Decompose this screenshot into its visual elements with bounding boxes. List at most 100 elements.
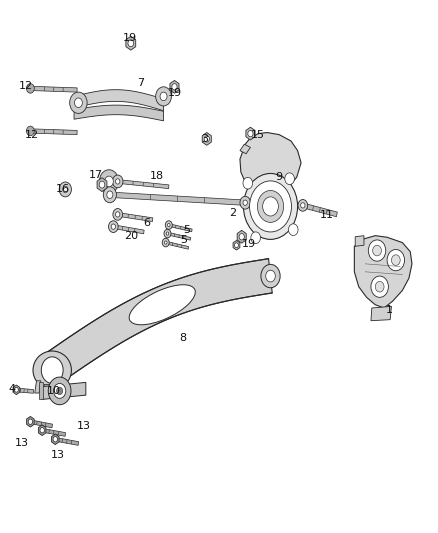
Text: 18: 18 xyxy=(150,171,164,181)
Text: 12: 12 xyxy=(19,81,33,91)
Polygon shape xyxy=(110,192,245,205)
Text: 9: 9 xyxy=(276,172,283,182)
Circle shape xyxy=(99,169,119,193)
Text: 17: 17 xyxy=(89,170,103,180)
Text: 16: 16 xyxy=(56,184,70,194)
Text: 19: 19 xyxy=(123,33,137,43)
Circle shape xyxy=(285,173,294,184)
Polygon shape xyxy=(246,127,255,140)
Circle shape xyxy=(204,136,209,142)
Polygon shape xyxy=(52,434,59,445)
Text: 5: 5 xyxy=(183,225,190,236)
Circle shape xyxy=(116,212,120,217)
Polygon shape xyxy=(30,129,77,135)
Circle shape xyxy=(57,387,63,394)
Polygon shape xyxy=(27,416,34,427)
Circle shape xyxy=(266,270,276,282)
Polygon shape xyxy=(240,144,251,154)
Circle shape xyxy=(116,179,120,184)
Text: 13: 13 xyxy=(50,450,64,460)
Circle shape xyxy=(298,199,307,211)
Circle shape xyxy=(289,224,298,236)
Polygon shape xyxy=(35,381,41,393)
Circle shape xyxy=(40,427,44,433)
Circle shape xyxy=(172,84,177,90)
Polygon shape xyxy=(355,236,364,246)
Circle shape xyxy=(113,175,123,188)
Polygon shape xyxy=(113,225,144,234)
Polygon shape xyxy=(371,306,392,321)
Polygon shape xyxy=(117,180,169,189)
Circle shape xyxy=(160,92,167,101)
Circle shape xyxy=(165,221,172,229)
Circle shape xyxy=(26,84,34,93)
Polygon shape xyxy=(42,382,86,399)
Polygon shape xyxy=(14,388,34,393)
Circle shape xyxy=(155,87,171,106)
Text: 6: 6 xyxy=(144,218,151,228)
Polygon shape xyxy=(30,86,77,92)
Polygon shape xyxy=(45,259,272,384)
Polygon shape xyxy=(13,385,20,394)
Circle shape xyxy=(392,255,400,265)
Circle shape xyxy=(99,181,105,188)
Circle shape xyxy=(105,176,113,187)
Polygon shape xyxy=(166,241,189,249)
Polygon shape xyxy=(39,382,43,399)
Polygon shape xyxy=(237,230,246,243)
Polygon shape xyxy=(30,420,53,428)
Text: 2: 2 xyxy=(230,208,237,219)
Circle shape xyxy=(128,40,134,47)
Circle shape xyxy=(250,181,291,232)
Circle shape xyxy=(248,131,253,137)
Polygon shape xyxy=(167,232,191,240)
Circle shape xyxy=(387,249,405,271)
Circle shape xyxy=(14,387,18,392)
Circle shape xyxy=(111,224,116,229)
Circle shape xyxy=(371,276,389,297)
Circle shape xyxy=(239,233,244,240)
Polygon shape xyxy=(55,438,79,446)
Polygon shape xyxy=(233,240,240,250)
Circle shape xyxy=(53,437,57,442)
Circle shape xyxy=(164,241,167,244)
Text: 7: 7 xyxy=(137,78,144,88)
Text: 19: 19 xyxy=(242,239,256,248)
Text: 12: 12 xyxy=(25,130,39,140)
Polygon shape xyxy=(42,384,49,395)
Circle shape xyxy=(103,187,117,203)
Circle shape xyxy=(107,191,113,198)
Text: 15: 15 xyxy=(251,130,265,140)
Text: 5: 5 xyxy=(180,235,187,245)
Circle shape xyxy=(368,240,386,261)
Text: 8: 8 xyxy=(180,333,187,343)
Circle shape xyxy=(261,264,280,288)
Polygon shape xyxy=(169,224,192,232)
Circle shape xyxy=(263,197,279,216)
Polygon shape xyxy=(74,90,163,111)
Circle shape xyxy=(375,281,384,292)
Circle shape xyxy=(63,186,68,192)
Polygon shape xyxy=(170,80,179,93)
Circle shape xyxy=(109,221,118,232)
Text: 13: 13 xyxy=(77,421,91,431)
Polygon shape xyxy=(240,133,301,196)
Ellipse shape xyxy=(33,351,71,389)
Text: 4: 4 xyxy=(8,384,15,394)
Polygon shape xyxy=(97,177,107,191)
Circle shape xyxy=(28,419,32,424)
Polygon shape xyxy=(202,133,211,146)
Circle shape xyxy=(166,232,169,235)
Polygon shape xyxy=(126,36,136,50)
Circle shape xyxy=(53,383,66,398)
Text: 3: 3 xyxy=(201,134,208,144)
Circle shape xyxy=(300,203,305,208)
Circle shape xyxy=(113,208,123,220)
Text: 1: 1 xyxy=(386,305,393,315)
Circle shape xyxy=(244,173,297,239)
Circle shape xyxy=(48,377,71,405)
Circle shape xyxy=(243,200,247,205)
Text: 20: 20 xyxy=(125,231,139,241)
Circle shape xyxy=(164,229,171,238)
Polygon shape xyxy=(39,425,46,435)
